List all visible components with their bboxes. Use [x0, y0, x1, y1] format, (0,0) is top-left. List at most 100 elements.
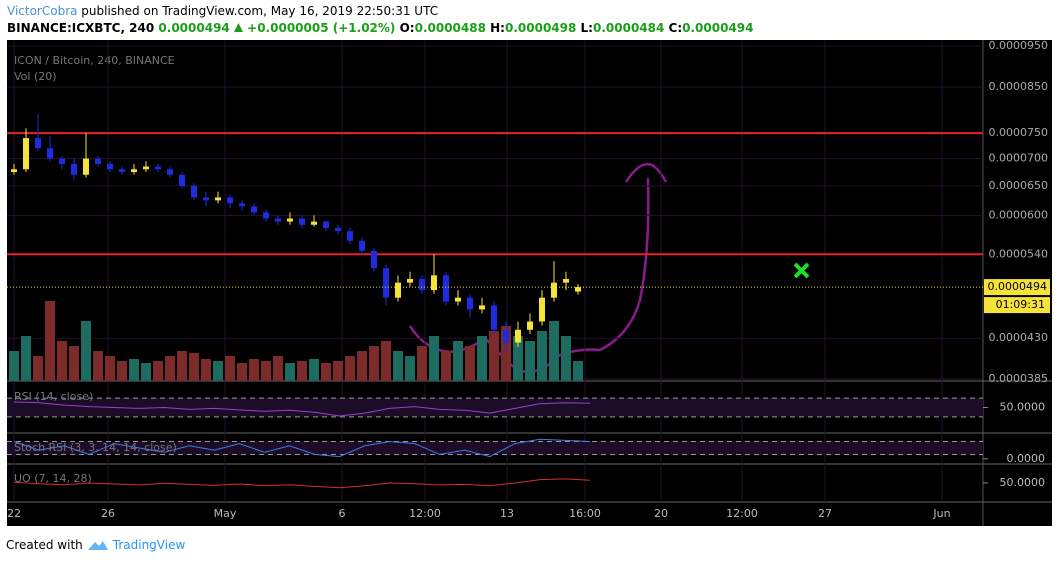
volume-bar	[429, 336, 439, 381]
change: +0.0000005 (+1.02%)	[247, 21, 396, 35]
author[interactable]: VictorCobra	[7, 4, 78, 18]
x-tick-label: 16:00	[569, 507, 601, 520]
candle-body	[239, 203, 245, 207]
candle-body	[167, 169, 173, 175]
last-price: 0.0000494	[158, 21, 230, 35]
x-tick-label: 12:00	[726, 507, 758, 520]
candle-body	[575, 287, 581, 292]
volume-bar	[309, 359, 319, 381]
volume-bar	[573, 361, 583, 381]
volume-bar	[381, 341, 391, 381]
volume-bar	[297, 361, 307, 381]
x-tick-label: 27	[818, 507, 832, 520]
candle-body	[455, 297, 461, 302]
volume-bar	[525, 341, 535, 381]
volume-bar	[321, 363, 331, 381]
volume-bar	[261, 361, 271, 381]
volume-bar	[417, 346, 427, 381]
logo	[87, 541, 108, 550]
volume-bar	[357, 351, 367, 381]
volume-bar	[153, 361, 163, 381]
candle-body	[527, 321, 533, 330]
volume-bar	[369, 346, 379, 381]
candle-body	[371, 250, 377, 269]
drawing-arrow	[624, 162, 668, 183]
volume-bar	[501, 326, 511, 381]
candle-body	[479, 305, 485, 310]
band-fill	[7, 441, 983, 455]
volume-bar	[105, 356, 115, 381]
y-tick-label: 0.0000600	[989, 208, 1049, 221]
y-tick-label: 0.0000750	[989, 126, 1049, 139]
x-tick-label: 6	[339, 507, 346, 520]
high: 0.0000498	[504, 21, 577, 35]
volume-bar	[117, 361, 127, 381]
y-tick-label: 0.0000650	[989, 179, 1049, 192]
x-tick-label: May	[214, 507, 237, 520]
volume-bar	[465, 346, 475, 381]
candle-body	[431, 275, 437, 291]
volume-bar	[165, 356, 175, 381]
up-arrow	[233, 23, 243, 32]
candle-body	[143, 166, 149, 170]
volume-bar	[129, 359, 139, 381]
brand[interactable]: TradingView	[112, 538, 186, 552]
volume-bar	[213, 361, 223, 381]
volume-bar	[45, 301, 55, 381]
indicator-name: Stoch RSI (3, 3, 14, 14, close)	[14, 441, 177, 454]
candle-body	[179, 174, 185, 186]
volume-bar	[249, 359, 259, 381]
candle-body	[395, 282, 401, 298]
volume-bar	[189, 353, 199, 381]
candle-body	[503, 329, 509, 343]
candle-body	[155, 166, 161, 170]
volume-bar	[81, 321, 91, 381]
y-tick-label: 0.0000700	[989, 152, 1049, 165]
indicator-name: RSI (14, close)	[14, 390, 93, 403]
candle-body	[323, 221, 329, 228]
volume-bar	[489, 331, 499, 381]
low: 0.0000484	[592, 21, 665, 35]
candle-body	[407, 278, 413, 283]
symbol: BINANCE:ICXBTC, 240	[7, 21, 155, 35]
chart-bg	[7, 40, 1052, 526]
x-tick-label: 13	[500, 507, 514, 520]
volume-bar	[177, 351, 187, 381]
volume-label: Vol (20)	[14, 70, 57, 83]
x-tick-label: 20	[654, 507, 668, 520]
candle-body	[551, 282, 557, 298]
volume-bar	[513, 336, 523, 381]
candle-body	[347, 231, 353, 241]
candle-body	[515, 329, 521, 343]
candle-body	[23, 138, 29, 170]
y-tick-label: 0.0000950	[989, 39, 1049, 52]
y-tick-label: 0.0000850	[989, 80, 1049, 93]
volume-bar	[69, 346, 79, 381]
publish-info: published on TradingView.com, May 16, 20…	[77, 4, 439, 18]
candle-body	[59, 158, 65, 164]
volume-bar	[33, 356, 43, 381]
y-tick-label: 0.0000385	[989, 372, 1049, 385]
volume-bar	[477, 336, 487, 381]
candle-body	[275, 218, 281, 222]
volume-bar	[57, 341, 67, 381]
volume-bar	[561, 336, 571, 381]
countdown-tag	[984, 297, 1050, 314]
x-tick-label: 26	[101, 507, 115, 520]
volume-bar	[405, 356, 415, 381]
volume-bar	[393, 351, 403, 381]
candle-body	[203, 197, 209, 201]
y-tick-label: 0.0000540	[989, 247, 1049, 260]
footer-text: Created with	[6, 538, 83, 552]
indicator-tick-label: 50.0000	[1000, 401, 1046, 414]
countdown-label: 01:09:31	[996, 298, 1045, 311]
candle-body	[191, 185, 197, 198]
candle-body	[563, 278, 569, 283]
o-label: O:	[399, 21, 415, 35]
drawing-curve	[408, 179, 650, 374]
indicator-name: UO (7, 14, 28)	[14, 472, 92, 485]
volume-bar	[345, 356, 355, 381]
candle-body	[443, 275, 449, 302]
